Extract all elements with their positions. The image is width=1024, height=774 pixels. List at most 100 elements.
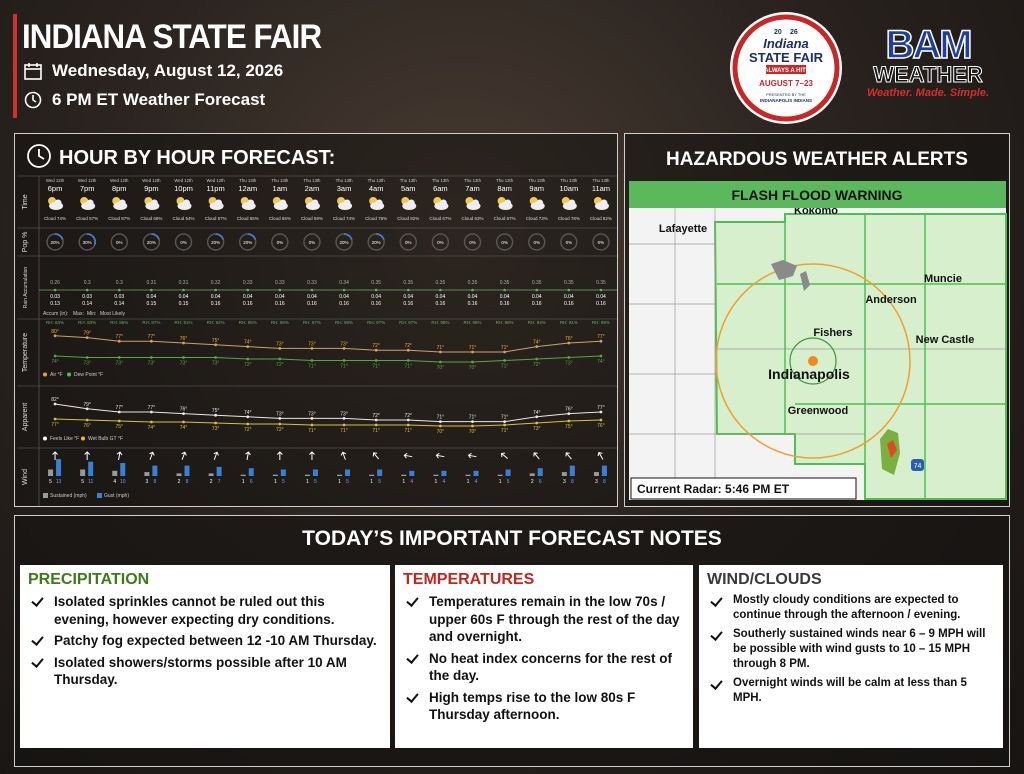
hourly-panel: HOUR BY HOUR FORECAST: Time Pop % Rain Acc…	[14, 133, 618, 507]
sustained-bar	[401, 474, 407, 476]
note-item: Mostly cloudy conditions are expected to…	[707, 593, 995, 623]
notes-box: TEMPERATURES Temperatures remain in the l…	[395, 565, 693, 748]
legend-label: Gust (mph)	[104, 493, 129, 499]
air-line	[55, 335, 601, 353]
calendar-icon	[24, 63, 42, 80]
rain-min: 0.16	[339, 301, 349, 307]
wind-arrow	[435, 452, 445, 459]
cloud	[343, 199, 351, 207]
place-label: Indianapolis	[768, 366, 850, 382]
gust-value: 5	[346, 479, 349, 485]
wetbulb-value: 75°	[565, 424, 573, 430]
notes-heading: PRECIPITATION	[28, 571, 150, 588]
wetbulb-value: 70°	[469, 429, 477, 435]
rh: RH: 94%	[528, 320, 546, 325]
sustained-bar	[144, 472, 150, 476]
dew-value: 71°	[340, 364, 348, 370]
bam-sub: WEATHER	[873, 62, 983, 87]
rain-max: 0.04	[403, 294, 413, 300]
rain-max: 0.04	[564, 294, 574, 300]
check-icon	[31, 594, 44, 607]
cloud	[375, 199, 383, 207]
rain-min: 0.16	[403, 301, 413, 307]
cloud-icon	[144, 197, 160, 210]
rh: RH: 97%	[399, 320, 417, 325]
cloud-cover: Cloud 82%	[590, 216, 612, 221]
hour-time: 11pm	[207, 184, 225, 193]
hour-date: Wed 12th	[110, 178, 129, 183]
pop-value: 20%	[51, 240, 60, 245]
air-value: 73°	[340, 341, 348, 347]
notes-heading: WIND/CLOUDS	[707, 571, 822, 588]
feels-value: 76°	[565, 407, 573, 413]
note-text: Isolated sprinkles cannot be ruled out t…	[54, 594, 335, 627]
rh: RH: 91%	[174, 320, 192, 325]
rh: RH: 98%	[431, 320, 449, 325]
cloud	[536, 199, 544, 207]
hour-date: Thu 13th	[432, 178, 450, 183]
rain-likely: 0.35	[371, 280, 381, 286]
wetbulb-value: 73°	[212, 426, 220, 432]
hour-time: 9am	[529, 184, 544, 193]
sustained-bar	[497, 474, 503, 476]
wetbulb-value: 71°	[340, 428, 348, 434]
rain-likely: 0.3	[84, 280, 91, 286]
pop-value: 20%	[243, 240, 252, 245]
pop-arc	[151, 233, 160, 240]
hour-time: 11am	[592, 184, 610, 193]
arrow	[597, 451, 604, 460]
gust-bar	[505, 469, 511, 476]
wind-arrow	[245, 451, 251, 461]
pop-value: 20%	[211, 240, 220, 245]
sustained-value: 3	[595, 479, 598, 485]
note-item: Overnight winds will be calm at less tha…	[707, 676, 995, 706]
air-value: 73°	[308, 341, 316, 347]
dew-value: 74°	[597, 359, 605, 365]
sustained-value: 1	[467, 479, 470, 485]
air-value: 77°	[148, 334, 156, 340]
hour-time: 4am	[369, 184, 384, 193]
notes-box: WIND/CLOUDS Mostly cloudy conditions are …	[699, 565, 1003, 748]
wind-arrow	[533, 452, 540, 460]
gust-bar	[409, 470, 415, 476]
gust-value: 8	[153, 479, 156, 485]
wind-arrow	[276, 451, 283, 460]
rain-max: 0.03	[114, 294, 124, 300]
gust-value: 4	[475, 479, 478, 485]
sustained-bar	[561, 472, 567, 476]
wind-arrow	[565, 452, 572, 460]
cloud	[150, 199, 158, 207]
arrow	[533, 452, 540, 460]
arrow	[565, 452, 572, 460]
cloud-cover: Cloud 65%	[269, 216, 291, 221]
rh: RH: 92%	[207, 320, 225, 325]
air-value: 73°	[276, 341, 284, 347]
alerts-title: HAZARDOUS WEATHER ALERTS	[666, 149, 968, 170]
arrow	[403, 452, 413, 459]
hour-time: 7pm	[80, 184, 95, 193]
rain-max: 0.04	[211, 294, 221, 300]
pop-ring	[271, 233, 289, 251]
rain-max: 0.04	[147, 294, 157, 300]
gust-value: 4	[410, 479, 413, 485]
rain-likely: 0.35	[500, 280, 510, 286]
sustained-bar	[337, 474, 343, 476]
air-value: 71°	[437, 345, 445, 351]
arrow	[149, 451, 155, 460]
logo-presented: PRESENTED BY THE	[766, 92, 806, 97]
rain-max: 0.04	[500, 294, 510, 300]
row-label: Apparent	[22, 403, 29, 431]
arrow	[276, 451, 283, 460]
dew-line	[55, 355, 601, 363]
gust-value: 6	[539, 479, 542, 485]
air-value: 76°	[565, 336, 573, 342]
feels-value: 75°	[212, 408, 220, 414]
hour-time: 12am	[238, 184, 257, 193]
pop-ring	[527, 233, 546, 251]
hourly-table: HOUR BY HOUR FORECAST: Time Pop % Rain Acc…	[17, 144, 617, 506]
pop-value: 0%	[501, 240, 508, 245]
rh: RH: 86%	[110, 320, 128, 325]
legend-swatch	[97, 493, 102, 498]
gust-bar	[312, 469, 318, 476]
wetbulb-value: 76°	[83, 423, 91, 429]
